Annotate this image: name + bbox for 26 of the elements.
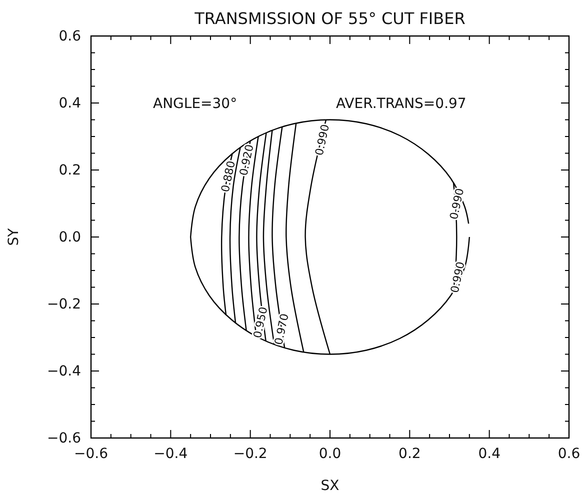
y-tick-label: 0.2 [58, 162, 81, 178]
x-tick-label: 0.0 [318, 446, 342, 462]
y-axis-title: SY [6, 228, 22, 246]
x-tick-label: −0.2 [233, 446, 268, 462]
x-tick-label: 0.6 [558, 446, 580, 462]
x-tick-label: 0.4 [478, 446, 501, 462]
annotation: 0.990 [448, 260, 468, 294]
annotation: AVER.TRANS=0.97 [336, 96, 466, 112]
y-tick-label: −0.4 [47, 363, 82, 380]
x-axis-title: SX [320, 478, 340, 494]
x-tick-label: −0.4 [154, 446, 188, 462]
y-tick-label: −0.6 [47, 430, 82, 446]
annotation: 0.920 [237, 143, 256, 177]
chart-title: TRANSMISSION OF 55° CUT FIBER [194, 9, 466, 28]
annotation: 0.990 [447, 187, 467, 221]
annotation: 0.880 [218, 160, 238, 194]
annotation: 0.970 [272, 312, 292, 346]
x-tick-label: −0.6 [74, 446, 108, 462]
annotation: 0.990 [312, 123, 332, 157]
y-tick-label: 0.6 [58, 28, 82, 44]
x-tick-label: 0.2 [398, 446, 421, 462]
y-tick-label: −0.2 [47, 296, 81, 312]
y-tick-label: 0.0 [58, 229, 81, 246]
y-tick-label: 0.4 [58, 95, 82, 112]
annotation: ANGLE=30° [153, 96, 238, 112]
annotation: 0.950 [251, 306, 270, 340]
